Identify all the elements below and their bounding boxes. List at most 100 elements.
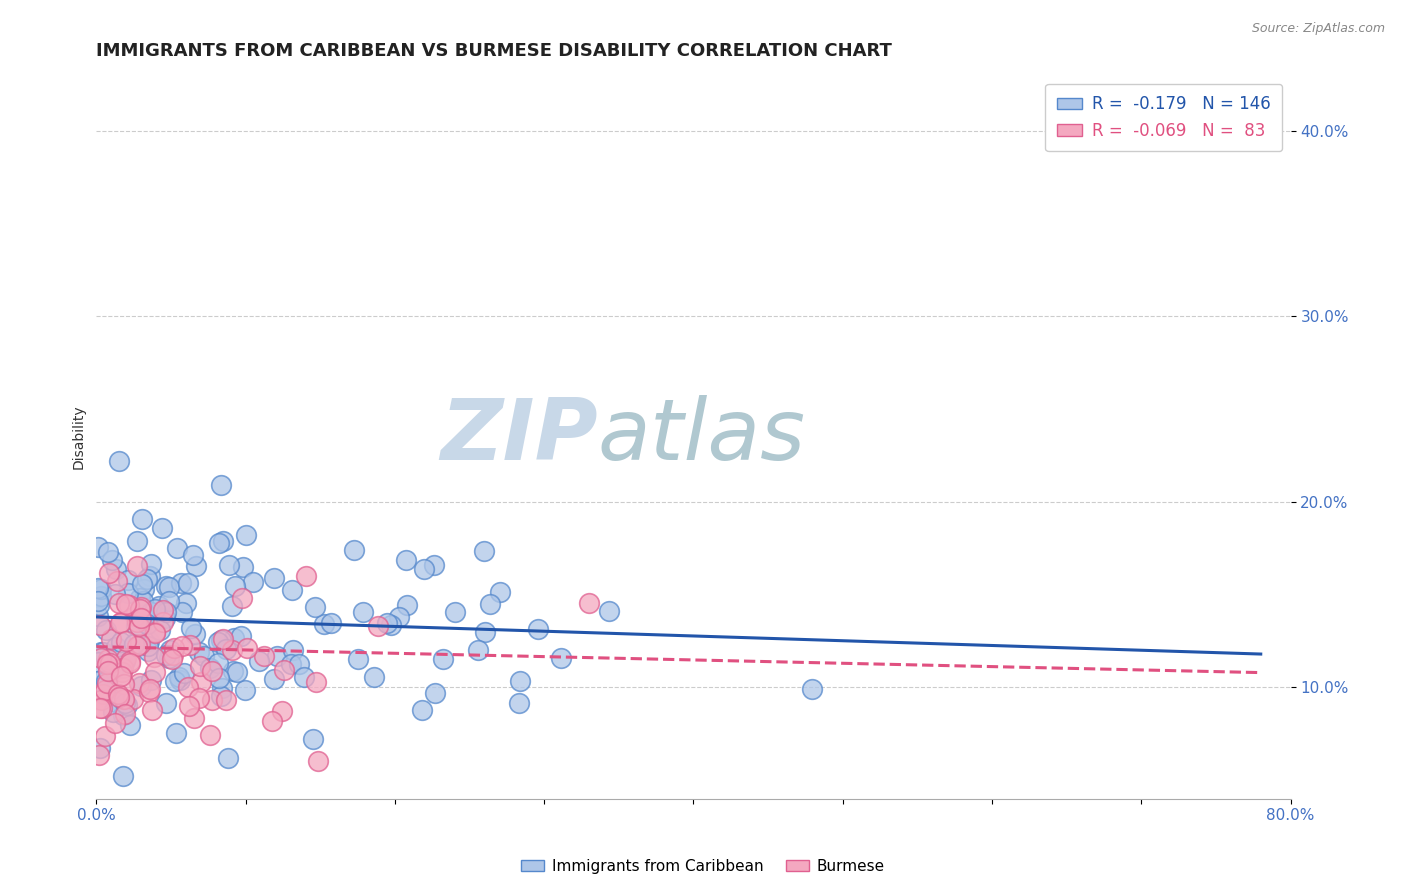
Point [209,478,232,492]
Point [187,691,209,706]
Text: IMMIGRANTS FROM CARIBBEAN VS BURMESE DISABILITY CORRELATION CHART: IMMIGRANTS FROM CARIBBEAN VS BURMESE DIS… [97,42,893,60]
Point [110,668,132,682]
Point [139,605,162,619]
Point [380,618,402,632]
Point [550,650,572,665]
Point [155,648,177,662]
Point [107,687,129,701]
Point [101,663,124,677]
Point [125,559,148,574]
Point [280,657,302,671]
Point [800,682,823,697]
Point [136,617,159,632]
Point [89,599,111,613]
Point [229,629,252,643]
Point [143,601,166,615]
Point [127,639,149,653]
Point [221,643,243,657]
Legend: Immigrants from Caribbean, Burmese: Immigrants from Caribbean, Burmese [515,853,891,880]
Point [89,740,111,755]
Point [108,690,131,705]
Text: atlas: atlas [598,395,806,478]
Point [129,637,152,651]
Point [263,571,285,585]
Point [225,665,247,680]
Point [488,585,510,599]
Point [155,579,177,593]
Point [207,657,229,671]
Point [96,657,118,671]
Point [87,747,110,762]
Point [221,599,243,614]
Point [108,454,131,468]
Point [308,754,330,768]
Point [152,615,174,629]
Point [110,615,132,629]
Point [179,638,201,652]
Point [108,615,131,630]
Point [149,624,172,638]
Point [89,701,111,715]
Point [114,654,136,668]
Point [153,611,176,625]
Point [115,698,138,713]
Point [200,664,222,678]
Point [169,673,191,687]
Point [411,703,433,717]
Text: Source: ZipAtlas.com: Source: ZipAtlas.com [1251,22,1385,36]
Point [136,640,159,654]
Point [395,598,418,612]
Point [209,633,232,648]
Point [478,597,501,611]
Point [190,674,212,689]
Point [139,673,162,688]
Point [221,665,243,679]
Point [242,575,264,590]
Point [118,718,141,732]
Point [162,641,184,656]
Point [288,657,311,672]
Point [118,598,141,612]
Point [108,596,131,610]
Point [148,599,170,613]
Point [157,580,180,594]
Point [90,651,112,665]
Point [122,637,145,651]
Point [509,674,531,689]
Point [176,576,198,591]
Point [110,635,132,649]
Point [235,528,257,542]
Point [183,711,205,725]
Point [598,603,620,617]
Point [104,694,127,708]
Point [260,714,283,728]
Point [96,652,118,666]
Point [155,697,177,711]
Point [111,707,134,722]
Point [114,706,136,721]
Point [508,696,530,710]
Point [87,655,110,669]
Point [128,676,150,690]
Point [105,574,128,588]
Point [187,645,209,659]
Point [96,674,118,689]
Point [87,673,110,688]
Point [343,543,366,558]
Point [105,562,128,576]
Point [97,664,120,678]
Point [224,631,246,645]
Point [319,616,342,631]
Point [90,693,112,707]
Point [138,685,160,699]
Point [131,611,153,625]
Point [94,729,117,743]
Point [103,587,125,601]
Point [281,642,304,657]
Point [200,661,222,675]
Point [114,650,136,665]
Point [266,649,288,664]
Point [143,625,166,640]
Point [94,673,117,688]
Point [166,541,188,555]
